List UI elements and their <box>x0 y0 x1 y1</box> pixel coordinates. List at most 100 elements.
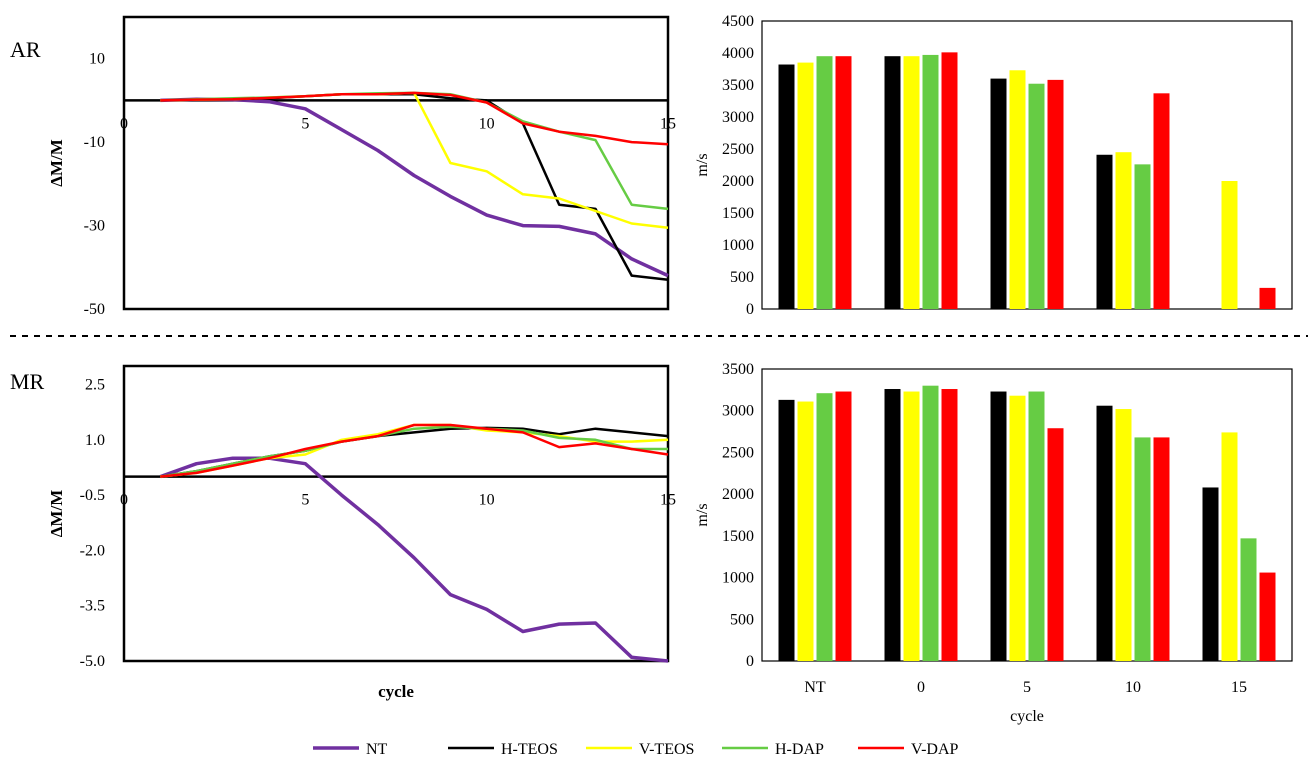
bar-v-teos-nt <box>797 401 814 661</box>
y-tick-label: 0 <box>746 301 754 318</box>
x-tick-label: 15 <box>660 492 676 509</box>
bar-h-dap-5 <box>1028 83 1045 309</box>
y-tick-label: 3000 <box>722 109 754 126</box>
series-line-h-teos <box>160 426 669 478</box>
y-tick-label: 2500 <box>722 444 754 461</box>
bar-v-dap-nt <box>835 56 852 310</box>
x-tick-label: 15 <box>660 115 676 132</box>
series-line-v-dap <box>160 91 669 146</box>
bar-h-teos-10 <box>1096 154 1113 309</box>
series-line-h-dap <box>160 91 669 211</box>
x-category-label: 0 <box>917 679 925 696</box>
plot-frame <box>761 368 1293 662</box>
y-axis-label: m/s <box>694 153 711 176</box>
y-tick-label: -30 <box>84 218 105 235</box>
series-line-h-dap <box>160 425 668 478</box>
x-axis-label: cycle <box>378 682 414 701</box>
mr-velocity-chart: 0 500 1000 1500 2000 2500 3000 3500 m/s NT 0 5 10 15 c… <box>694 361 1293 725</box>
series-line-nt <box>160 97 669 278</box>
bar-h-dap-15 <box>1240 538 1257 661</box>
y-tick-label: 500 <box>730 269 754 286</box>
legend-label-h-teos: H-TEOS <box>501 741 558 758</box>
legend-label-v-teos: V-TEOS <box>639 741 694 758</box>
x-category-label: NT <box>804 679 826 696</box>
bar-v-dap-15 <box>1259 287 1276 309</box>
y-tick-label: 1500 <box>722 205 754 222</box>
x-tick-label: 10 <box>479 492 495 509</box>
ar-mass-change-chart: 0 5 10 15 10 -10 -30 -50 ΔM/M <box>47 15 676 318</box>
bar-v-teos-5 <box>1009 70 1026 309</box>
y-tick-label: 3000 <box>722 403 754 420</box>
bar-h-teos-nt <box>778 64 795 310</box>
bar-h-dap-5 <box>1028 391 1045 661</box>
bar-v-teos-15 <box>1221 181 1238 309</box>
y-tick-label: 3500 <box>722 77 754 94</box>
bar-v-teos-5 <box>1009 395 1026 661</box>
bar-h-teos-nt <box>778 399 795 661</box>
bar-h-teos-0 <box>884 56 901 310</box>
bar-v-dap-0 <box>941 389 958 661</box>
bar-h-dap-nt <box>816 393 833 661</box>
y-tick-label: -10 <box>84 134 105 151</box>
y-tick-label: -50 <box>84 301 105 318</box>
y-tick-label: 2500 <box>722 141 754 158</box>
mr-mass-change-chart: 0 5 10 15 2.5 1.0 -0.5 -2.0 -3.5 -5.0 ΔM/M cycle <box>47 364 676 701</box>
bar-v-dap-0 <box>941 52 958 310</box>
y-axis-label: ΔM/M <box>47 490 66 537</box>
y-tick-label: 4000 <box>722 45 754 62</box>
bar-v-teos-0 <box>903 56 920 310</box>
plot-frame <box>122 15 670 311</box>
legend-label-nt: NT <box>366 741 388 758</box>
bar-h-dap-0 <box>922 54 939 309</box>
y-tick-label: -2.0 <box>80 542 105 559</box>
y-tick-label: -0.5 <box>80 487 105 504</box>
legend: NT H-TEOS V-TEOS H-DAP V-DAP <box>313 741 959 758</box>
x-category-label: 15 <box>1231 679 1247 696</box>
y-tick-label: 3500 <box>722 361 754 378</box>
y-tick-label: 4500 <box>722 13 754 30</box>
bar-v-dap-15 <box>1259 572 1276 661</box>
series-line-v-dap <box>160 423 669 478</box>
y-axis-label: ΔM/M <box>47 139 66 186</box>
bar-v-dap-10 <box>1153 93 1170 309</box>
series-line-h-teos <box>160 92 669 282</box>
bar-h-dap-10 <box>1134 437 1151 661</box>
y-tick-label: 2.5 <box>85 376 105 393</box>
bar-v-dap-5 <box>1047 79 1064 309</box>
y-tick-label: 500 <box>730 611 754 628</box>
x-tick-label: 10 <box>479 115 495 132</box>
y-tick-label: 1000 <box>722 237 754 254</box>
x-tick-label: 0 <box>120 492 128 509</box>
x-category-label: 10 <box>1125 679 1141 696</box>
bar-h-dap-nt <box>816 56 833 310</box>
bar-v-dap-10 <box>1153 437 1170 661</box>
bar-v-teos-15 <box>1221 432 1238 661</box>
legend-label-v-dap: V-DAP <box>911 741 959 758</box>
y-tick-label: 1000 <box>722 570 754 587</box>
bar-h-dap-0 <box>922 385 939 661</box>
y-tick-label: 1.0 <box>85 432 105 449</box>
y-tick-label: 1500 <box>722 528 754 545</box>
plot-frame <box>761 20 1293 310</box>
bar-h-teos-15 <box>1202 487 1219 661</box>
bar-h-teos-5 <box>990 78 1007 309</box>
bar-v-teos-0 <box>903 391 920 661</box>
y-axis-label: m/s <box>694 503 711 526</box>
x-tick-label: 5 <box>301 115 309 132</box>
y-tick-label: -3.5 <box>80 598 105 615</box>
x-category-label: 5 <box>1023 679 1031 696</box>
y-tick-label: 2000 <box>722 173 754 190</box>
series-line-nt <box>159 456 669 663</box>
y-tick-label: 0 <box>746 653 754 670</box>
x-tick-label: 5 <box>301 492 309 509</box>
bar-v-teos-nt <box>797 62 814 309</box>
panel-label-mr: MR <box>10 369 45 394</box>
y-tick-label: -5.0 <box>80 653 105 670</box>
bar-h-dap-10 <box>1134 164 1151 309</box>
x-tick-label: 0 <box>120 115 128 132</box>
panel-label-ar: AR <box>10 37 41 62</box>
plot-frame <box>122 364 670 663</box>
ar-velocity-chart: 0 500 1000 1500 2000 2500 3000 3500 4000 4500 m/s <box>694 13 1293 318</box>
bar-h-teos-5 <box>990 391 1007 661</box>
